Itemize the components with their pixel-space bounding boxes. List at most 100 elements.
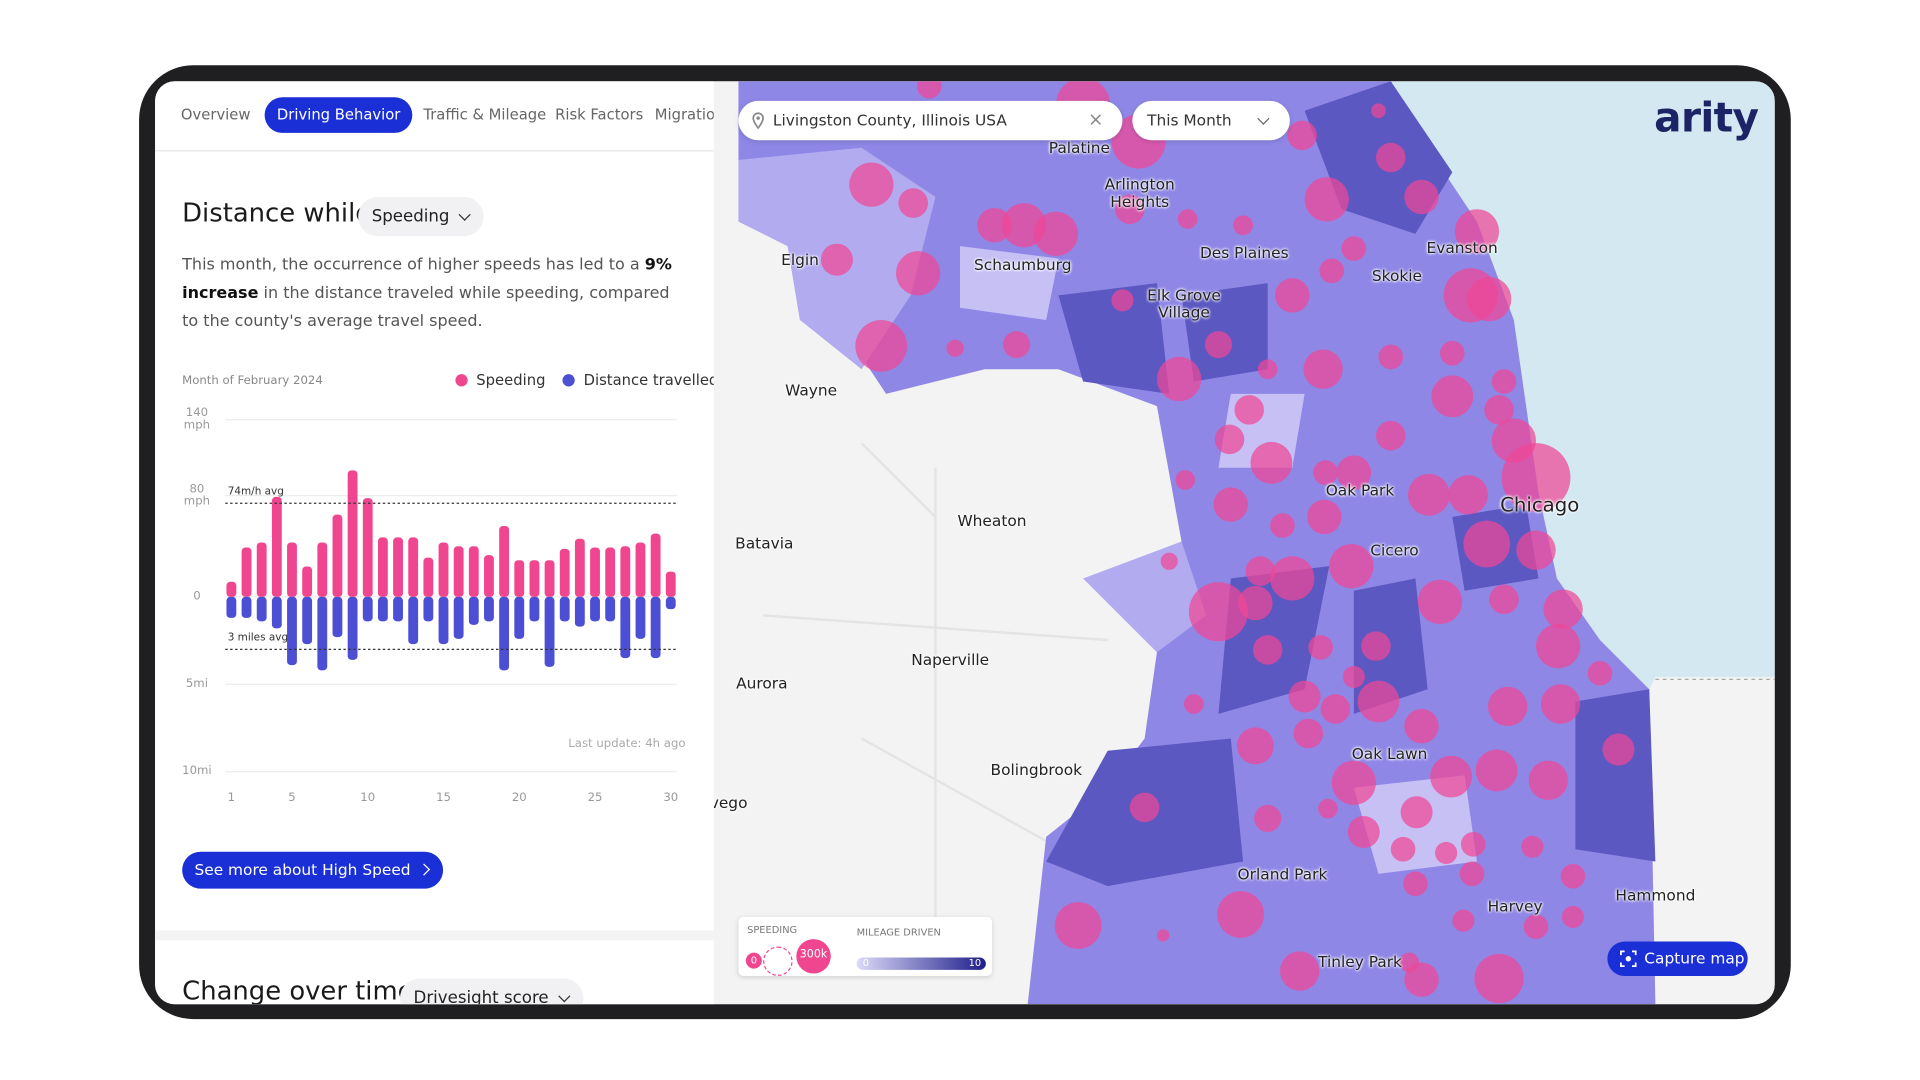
- clear-button[interactable]: ×: [1087, 108, 1104, 131]
- bubble: [1342, 665, 1365, 688]
- map-label: Bolingbrook: [990, 759, 1083, 779]
- metric-select[interactable]: Speeding: [358, 196, 484, 237]
- bubble: [1452, 909, 1475, 932]
- bubble: [1257, 359, 1278, 380]
- bar: [574, 538, 585, 597]
- bubble: [977, 207, 1012, 243]
- bubble: [1521, 835, 1544, 858]
- bar: [484, 555, 494, 597]
- bar: [393, 596, 403, 622]
- bubble: [849, 162, 894, 207]
- x-tick-label: 15: [436, 790, 451, 804]
- bar: [468, 596, 479, 625]
- chart-subtitle: Month of February 2024: [182, 374, 323, 388]
- bubble: [1489, 584, 1519, 615]
- map-label: Batavia: [735, 533, 794, 552]
- map-label: Wheaton: [957, 511, 1027, 530]
- legend-min: 0: [862, 957, 870, 969]
- bar: [514, 596, 525, 639]
- bubble: [1459, 861, 1485, 887]
- chart-legend: Speeding Distance travelled: [438, 372, 714, 389]
- tab-active[interactable]: Driving Behavior: [264, 97, 413, 133]
- bubble: [1156, 929, 1170, 942]
- bubble: [1293, 718, 1324, 749]
- footnote: Last update: 4h ago: [568, 737, 686, 751]
- cta-button[interactable]: See more about High Speed: [182, 851, 443, 889]
- bar: [256, 542, 267, 597]
- bubble: [1375, 420, 1406, 451]
- bar: [650, 533, 661, 597]
- bar: [256, 596, 267, 622]
- bubble: [1111, 289, 1134, 312]
- y-tick-label: 0: [193, 589, 201, 604]
- section-title: Change over time: [182, 975, 414, 1005]
- bar: [271, 596, 282, 629]
- metric-select[interactable]: Drivesight score: [399, 978, 584, 1005]
- bubble: [1454, 209, 1500, 254]
- bubble: [1467, 276, 1512, 322]
- bubble: [946, 339, 964, 357]
- legend-label: Distance travelled: [583, 371, 714, 389]
- bubble: [1390, 836, 1416, 862]
- bar: [559, 596, 570, 622]
- capture-button[interactable]: Capture map: [1607, 941, 1748, 976]
- bubble: [1245, 556, 1276, 586]
- map[interactable]: Palatine Arlington Heights Elgin Schaumb…: [713, 81, 1775, 1005]
- bar: [393, 537, 403, 597]
- bubble: [1033, 211, 1079, 256]
- bar: [423, 557, 434, 597]
- legend-item: Speeding: [455, 372, 545, 389]
- search-box[interactable]: Livingston County, Illinois USA ×: [738, 100, 1123, 141]
- bubble: [1236, 727, 1274, 765]
- bar: [302, 566, 313, 597]
- tab[interactable]: Risk Factors: [555, 105, 644, 124]
- bubble: [1156, 356, 1202, 402]
- bar: [423, 596, 434, 622]
- bubble: [1400, 796, 1433, 829]
- map-label: Tinley Park: [1318, 951, 1402, 971]
- legend-item: Distance travelled: [562, 371, 714, 389]
- bubble: [895, 251, 941, 296]
- y2-tick-label: 10mi: [182, 764, 212, 778]
- period-select[interactable]: This Month: [1132, 100, 1290, 141]
- capture-text: Capture map: [1644, 948, 1745, 968]
- bar: [468, 546, 479, 597]
- tab[interactable]: Traffic & Mileage: [423, 105, 547, 124]
- side-panel: Overview Driving Behavior Traffic & Mile…: [155, 81, 714, 1005]
- bar: [362, 498, 373, 597]
- bubble: [1320, 694, 1351, 724]
- bar: [241, 547, 252, 597]
- bar: [499, 596, 510, 671]
- bar: [544, 560, 555, 597]
- bubble: [1475, 749, 1518, 792]
- map-label: Elgin: [781, 250, 819, 269]
- chevron: [417, 863, 430, 876]
- bubble: [1371, 103, 1386, 119]
- bar: [665, 571, 676, 597]
- bar: [665, 596, 676, 610]
- bubble: [1487, 686, 1528, 727]
- bubble: [1318, 798, 1338, 819]
- bubble: [1115, 194, 1145, 224]
- legend-max: 300k: [796, 939, 831, 974]
- bar: [620, 596, 631, 659]
- bar: [650, 596, 661, 659]
- bar: [605, 596, 616, 622]
- bar: [332, 514, 343, 597]
- tab[interactable]: Migration: [654, 105, 714, 124]
- tab[interactable]: Overview: [180, 105, 251, 124]
- bubble: [1430, 755, 1472, 798]
- bubble: [1234, 395, 1264, 425]
- bubble: [1460, 831, 1486, 857]
- bubble: [898, 188, 928, 218]
- map-label: Evanston: [1426, 238, 1498, 257]
- section-title: Distance while: [182, 198, 372, 228]
- map-label: Harvey: [1487, 896, 1543, 916]
- logo: arity: [1654, 93, 1759, 142]
- bubble: [1474, 953, 1524, 1004]
- x-tick-label: 10: [360, 790, 375, 804]
- legend-title: SPEEDING: [747, 924, 798, 936]
- bubble: [1347, 815, 1380, 848]
- bubble: [1404, 708, 1439, 744]
